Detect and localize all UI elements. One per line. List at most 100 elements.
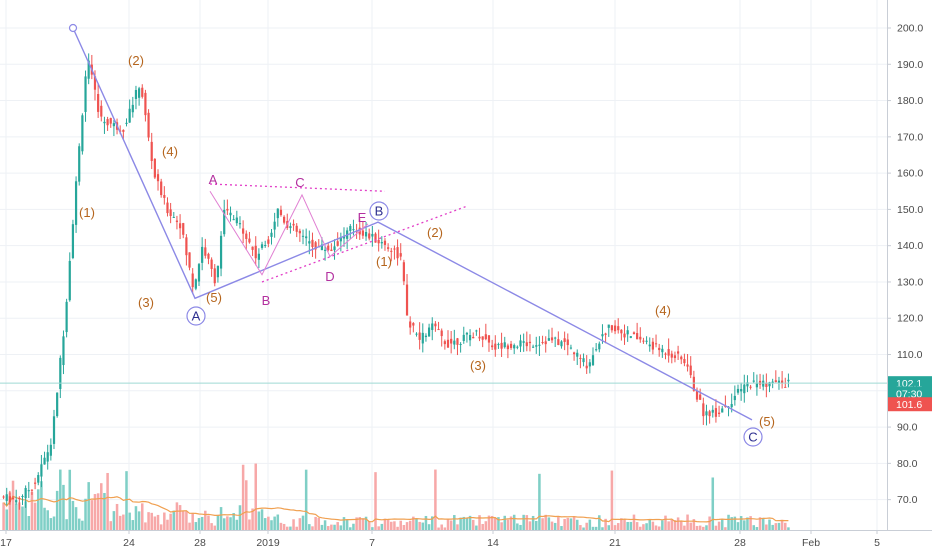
candle-body [740,389,743,392]
volume-bar [528,521,532,530]
candle-body [774,380,777,383]
candle-body [683,359,686,364]
candle-body [532,346,535,348]
y-tick-label: 170.0 [897,131,923,143]
candle-body [399,253,402,257]
candle-body [642,340,645,342]
volume-bar [276,514,280,530]
candle-body [673,355,677,359]
volume-bar [664,515,667,530]
candle-body [156,174,160,182]
volume-bar [87,482,90,530]
volume-bar [430,516,434,530]
volume-bar [153,516,157,530]
volume-bar [755,527,759,530]
candle-body [175,220,179,223]
candle-body [141,87,144,97]
candle-body [689,365,692,376]
volume-bar [46,510,49,530]
candle-body [153,158,156,178]
candle-body [257,253,260,260]
volume-bar [616,523,620,530]
candle-body [714,408,718,417]
trend-anchor-point [68,23,78,33]
volume-bar [434,469,437,530]
volume-bar [424,515,428,530]
volume-bar [453,515,456,530]
x-tick-label: 21 [609,537,621,549]
candle-body [270,232,273,237]
candle-body [260,244,264,248]
candle-body [434,323,437,327]
candle-body [427,327,431,337]
volume-bar [465,517,469,530]
volume-bar [519,524,522,530]
volume-bar [352,523,355,530]
triangle-upper-boundary [209,183,386,192]
volume-bar [613,525,617,530]
candle-body [40,464,43,477]
candle-body [235,217,238,224]
volume-bar [443,527,447,530]
volume-bar [349,527,352,530]
candle-body [207,253,210,259]
candle-body [11,497,15,500]
volume-bar [194,522,198,530]
candle-body [112,123,115,127]
volume-bar [248,519,251,530]
volume-bar [730,517,733,530]
candle-body [71,224,75,258]
candle-body [106,119,109,126]
candle-body [254,245,257,259]
candle-body [128,108,131,123]
candle-body [103,121,106,124]
volume-bar [81,520,84,530]
candle-body [188,252,191,268]
candle-body [437,329,440,331]
candle-body [5,494,8,501]
volume-bar [642,524,645,530]
volume-bar [503,515,507,530]
y-tick-label: 150.0 [897,204,923,216]
chart-drawings [0,23,887,421]
volume-bar [71,500,75,530]
candle-body [24,488,27,499]
y-tick-label: 190.0 [897,59,923,71]
volume-bar [156,514,160,530]
candle-body [626,330,629,335]
candle-body [686,364,689,367]
x-tick-label: 14 [487,537,499,549]
candle-body [743,384,746,394]
candle-body [409,321,412,328]
wave-label: (3) [138,295,154,310]
volume-bar [144,522,147,530]
triangle-wave-path [209,190,369,276]
candle-body [267,239,270,244]
candle-body [491,345,494,348]
candle-body [487,335,491,343]
candle-body [229,212,232,216]
candle-body [528,341,532,344]
candle-body [327,245,330,251]
volume-bar [279,522,283,530]
candle-body [273,221,276,230]
volume-bar [758,517,762,530]
volume-bar [118,515,122,530]
candle-body [396,247,399,259]
candle-body [97,94,100,112]
candle-body [446,339,450,348]
candle-body [172,216,175,218]
volume-bar [645,523,648,530]
volume-bar [494,517,497,530]
candle-body [352,229,355,231]
volume-bar [698,525,702,530]
candle-body [295,225,298,232]
candle-body [15,500,18,503]
candle-body [450,338,453,344]
volume-bar [191,512,194,530]
volume-bar [462,516,466,530]
candle-body [736,388,740,393]
candle-body [733,395,736,401]
volume-bar [43,507,46,530]
